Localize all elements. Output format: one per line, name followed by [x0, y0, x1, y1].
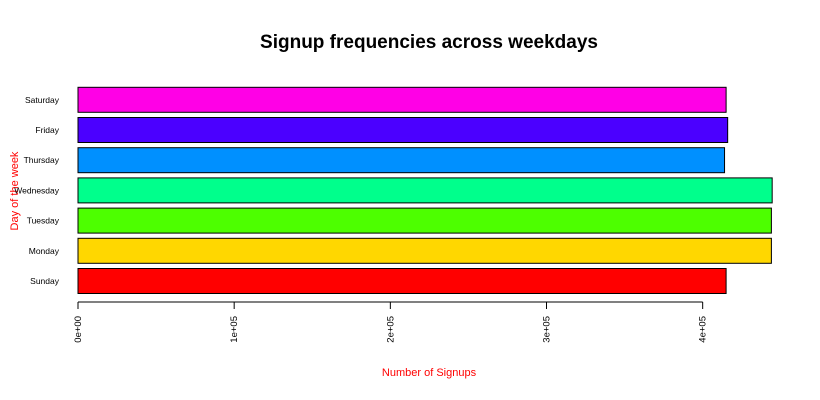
y-tick-labels: Sunday Monday Tuesday Wednesday Thursday Frid…: [14, 95, 59, 286]
bar-saturday: [77, 86, 727, 113]
y-tick-label-saturday: Saturday: [25, 95, 60, 105]
x-axis-label: Number of Signups: [382, 367, 477, 379]
y-tick-label-monday: Monday: [29, 246, 60, 256]
y-tick-label-friday: Friday: [35, 125, 59, 135]
chart-title: Signup frequencies across weekdays: [260, 32, 598, 53]
x-tick-label: 0e+00: [73, 316, 84, 343]
x-tick-label: 2e+05: [385, 316, 396, 343]
y-tick-label-wednesday: Wednesday: [14, 185, 59, 195]
bar-friday: [77, 117, 729, 143]
y-tick-label-sunday: Sunday: [30, 276, 60, 286]
bar-wednesday: [77, 177, 773, 204]
bar-sunday: [77, 268, 727, 294]
y-axis-label: Day of the week: [9, 151, 21, 230]
bar-thursday: [77, 147, 726, 174]
y-tick-label-thursday: Thursday: [24, 155, 60, 165]
x-axis: 0e+00 1e+05 2e+05 3e+05 4e+05: [73, 301, 709, 343]
bars-group: [77, 86, 773, 294]
x-tick-label: 1e+05: [229, 316, 240, 343]
y-tick-label-tuesday: Tuesday: [27, 216, 60, 226]
x-tick-label: 4e+05: [698, 316, 709, 343]
x-tick-label: 3e+05: [542, 316, 553, 343]
bar-tuesday: [77, 207, 772, 234]
bar-monday: [77, 237, 772, 264]
